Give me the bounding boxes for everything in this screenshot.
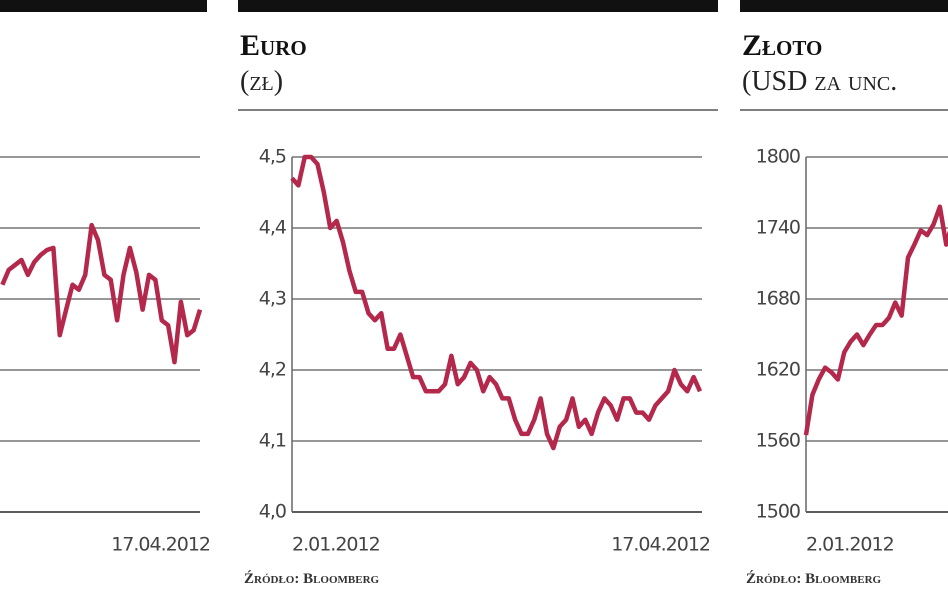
y-tick-label: 1680: [756, 288, 800, 310]
panel-title: Euro: [240, 29, 307, 62]
x-tick-label: 2.01.2012: [806, 534, 894, 556]
y-tick-label: 4,5: [259, 146, 286, 168]
x-tick-label: 2.01.2012: [292, 534, 380, 556]
y-tick-label: 1740: [756, 217, 800, 239]
line: [0, 222, 203, 365]
x-tick-label: 17.04.2012: [111, 534, 210, 556]
y-tick-label: 4,3: [259, 288, 286, 310]
header-bar: [0, 0, 207, 12]
x-tick-label: 17.04.2012: [611, 534, 710, 556]
y-tick-label: 1500: [756, 501, 800, 523]
y-tick-label: 1620: [756, 359, 800, 381]
header-bar: [740, 0, 948, 12]
y-tick-label: 4,2: [259, 359, 286, 381]
y-tick-label: 4,0: [259, 501, 286, 523]
y-tick-label: 1560: [756, 430, 800, 452]
y-tick-label: 4,4: [259, 217, 287, 239]
panel-subtitle: (zł): [240, 66, 283, 97]
y-tick-label: 4,1: [259, 430, 286, 452]
panel-subtitle: (USD za unc.: [742, 66, 897, 97]
line: [290, 154, 703, 451]
panel-title: Złoto: [742, 29, 822, 62]
line: [803, 204, 948, 436]
y-tick-label: 1800: [756, 146, 800, 168]
header-bar: [238, 0, 718, 12]
source: Źródło: Bloomberg: [746, 570, 882, 587]
source: Źródło: Bloomberg: [244, 570, 380, 587]
